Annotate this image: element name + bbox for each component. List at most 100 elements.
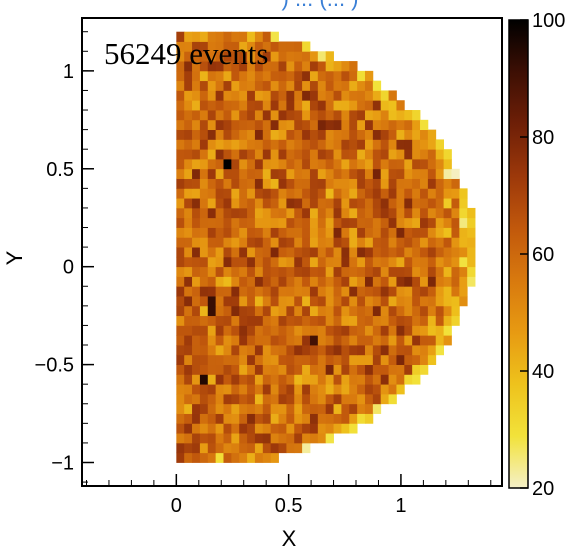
- heatmap-cell: [420, 256, 429, 268]
- heatmap-cell: [247, 403, 256, 414]
- heatmap-cell: [199, 119, 209, 131]
- heatmap-cell: [443, 178, 452, 189]
- heatmap-cell: [278, 207, 287, 219]
- heatmap-cell: [317, 296, 327, 307]
- heatmap-cell: [254, 178, 264, 189]
- heatmap-cell: [380, 276, 389, 287]
- heatmap-cell: [199, 247, 209, 258]
- heatmap-cell: [380, 335, 389, 346]
- heatmap-cell: [372, 100, 382, 111]
- heatmap-cell: [443, 168, 452, 179]
- heatmap-cell: [294, 110, 303, 121]
- heatmap-cell: [278, 51, 287, 62]
- heatmap-cell: [207, 393, 217, 405]
- heatmap-cell: [215, 354, 224, 365]
- heatmap-cell: [247, 188, 256, 199]
- heatmap-cell: [388, 315, 397, 326]
- heatmap-cell: [294, 433, 303, 444]
- heatmap-cell: [199, 296, 209, 307]
- heatmap-cell: [364, 335, 374, 346]
- heatmap-cell: [231, 227, 240, 238]
- heatmap-cell: [207, 70, 217, 82]
- heatmap-cell: [372, 393, 382, 405]
- heatmap-cell: [388, 198, 397, 209]
- heatmap-cell: [239, 266, 248, 277]
- heatmap-cell: [278, 384, 287, 395]
- heatmap-cell: [270, 325, 279, 336]
- heatmap-cell: [207, 90, 217, 101]
- heatmap-cell: [262, 149, 272, 160]
- heatmap-cell: [349, 305, 358, 317]
- heatmap-cell: [380, 266, 389, 277]
- heatmap-cell: [270, 266, 279, 277]
- heatmap-cell: [239, 384, 248, 395]
- heatmap-cell: [223, 354, 232, 365]
- heatmap-cell: [427, 129, 437, 140]
- colorbar-tick-label: 20: [532, 478, 554, 500]
- heatmap-cell: [309, 227, 319, 238]
- heatmap-cell: [184, 207, 193, 219]
- heatmap-cell: [333, 227, 342, 238]
- heatmap-cell: [294, 178, 303, 189]
- heatmap-cell: [325, 305, 334, 317]
- heatmap-cell: [254, 247, 264, 258]
- heatmap-cell: [278, 345, 287, 356]
- heatmap-cell: [435, 305, 444, 317]
- heatmap-cell: [262, 207, 272, 219]
- heatmap-cell: [317, 217, 327, 228]
- heatmap-cell: [427, 247, 437, 258]
- heatmap-cell: [309, 100, 319, 111]
- heatmap-cell: [317, 256, 327, 268]
- heatmap-cell: [278, 315, 287, 326]
- heatmap-cell: [380, 188, 389, 199]
- heatmap-cell: [231, 433, 240, 444]
- heatmap-cell: [396, 149, 405, 160]
- heatmap-cell: [215, 374, 224, 385]
- heatmap-cell: [364, 217, 374, 228]
- heatmap-cell: [278, 110, 287, 121]
- heatmap-cell: [302, 256, 311, 268]
- heatmap-cell: [184, 178, 193, 189]
- heatmap-cell: [364, 393, 374, 405]
- heatmap-cell: [215, 452, 224, 463]
- heatmap-cell: [412, 149, 421, 160]
- heatmap-cell: [254, 139, 264, 150]
- heatmap-cell: [380, 345, 389, 356]
- heatmap-cell: [372, 403, 382, 414]
- heatmap-cell: [254, 364, 264, 375]
- heatmap-cell: [302, 207, 311, 219]
- heatmap-cell: [247, 315, 256, 326]
- heatmap-cell: [309, 149, 319, 160]
- heatmap-cell: [262, 315, 272, 326]
- heatmap-cell: [176, 266, 185, 277]
- heatmap-cell: [270, 168, 279, 179]
- heatmap-cell: [192, 90, 201, 101]
- heatmap-cell: [270, 41, 279, 52]
- heatmap-cell: [396, 364, 405, 375]
- heatmap-cell: [427, 266, 437, 277]
- heatmap-cell: [309, 335, 319, 346]
- heatmap-cell: [325, 178, 334, 189]
- heatmap-cell: [357, 119, 366, 131]
- heatmap-cell: [262, 286, 272, 297]
- heatmap-cell: [302, 80, 311, 91]
- heatmap-cell: [176, 168, 185, 179]
- heatmap-cell: [396, 217, 405, 228]
- heatmap-cell: [302, 276, 311, 287]
- heatmap-cell: [364, 178, 374, 189]
- heatmap-cell: [262, 168, 272, 179]
- heatmap-cell: [325, 393, 334, 405]
- heatmap-cell: [309, 51, 319, 62]
- heatmap-cell: [231, 335, 240, 346]
- heatmap-cell: [262, 80, 272, 91]
- heatmap-cell: [357, 237, 366, 248]
- heatmap-cell: [302, 61, 311, 72]
- heatmap-cell: [215, 393, 224, 405]
- heatmap-cell: [341, 423, 350, 434]
- heatmap-cell: [357, 188, 366, 199]
- heatmap-cell: [294, 364, 303, 375]
- heatmap-cell: [207, 188, 217, 199]
- heatmap-cell: [333, 149, 342, 160]
- heatmap-cell: [184, 119, 193, 131]
- heatmap-cell: [325, 207, 334, 219]
